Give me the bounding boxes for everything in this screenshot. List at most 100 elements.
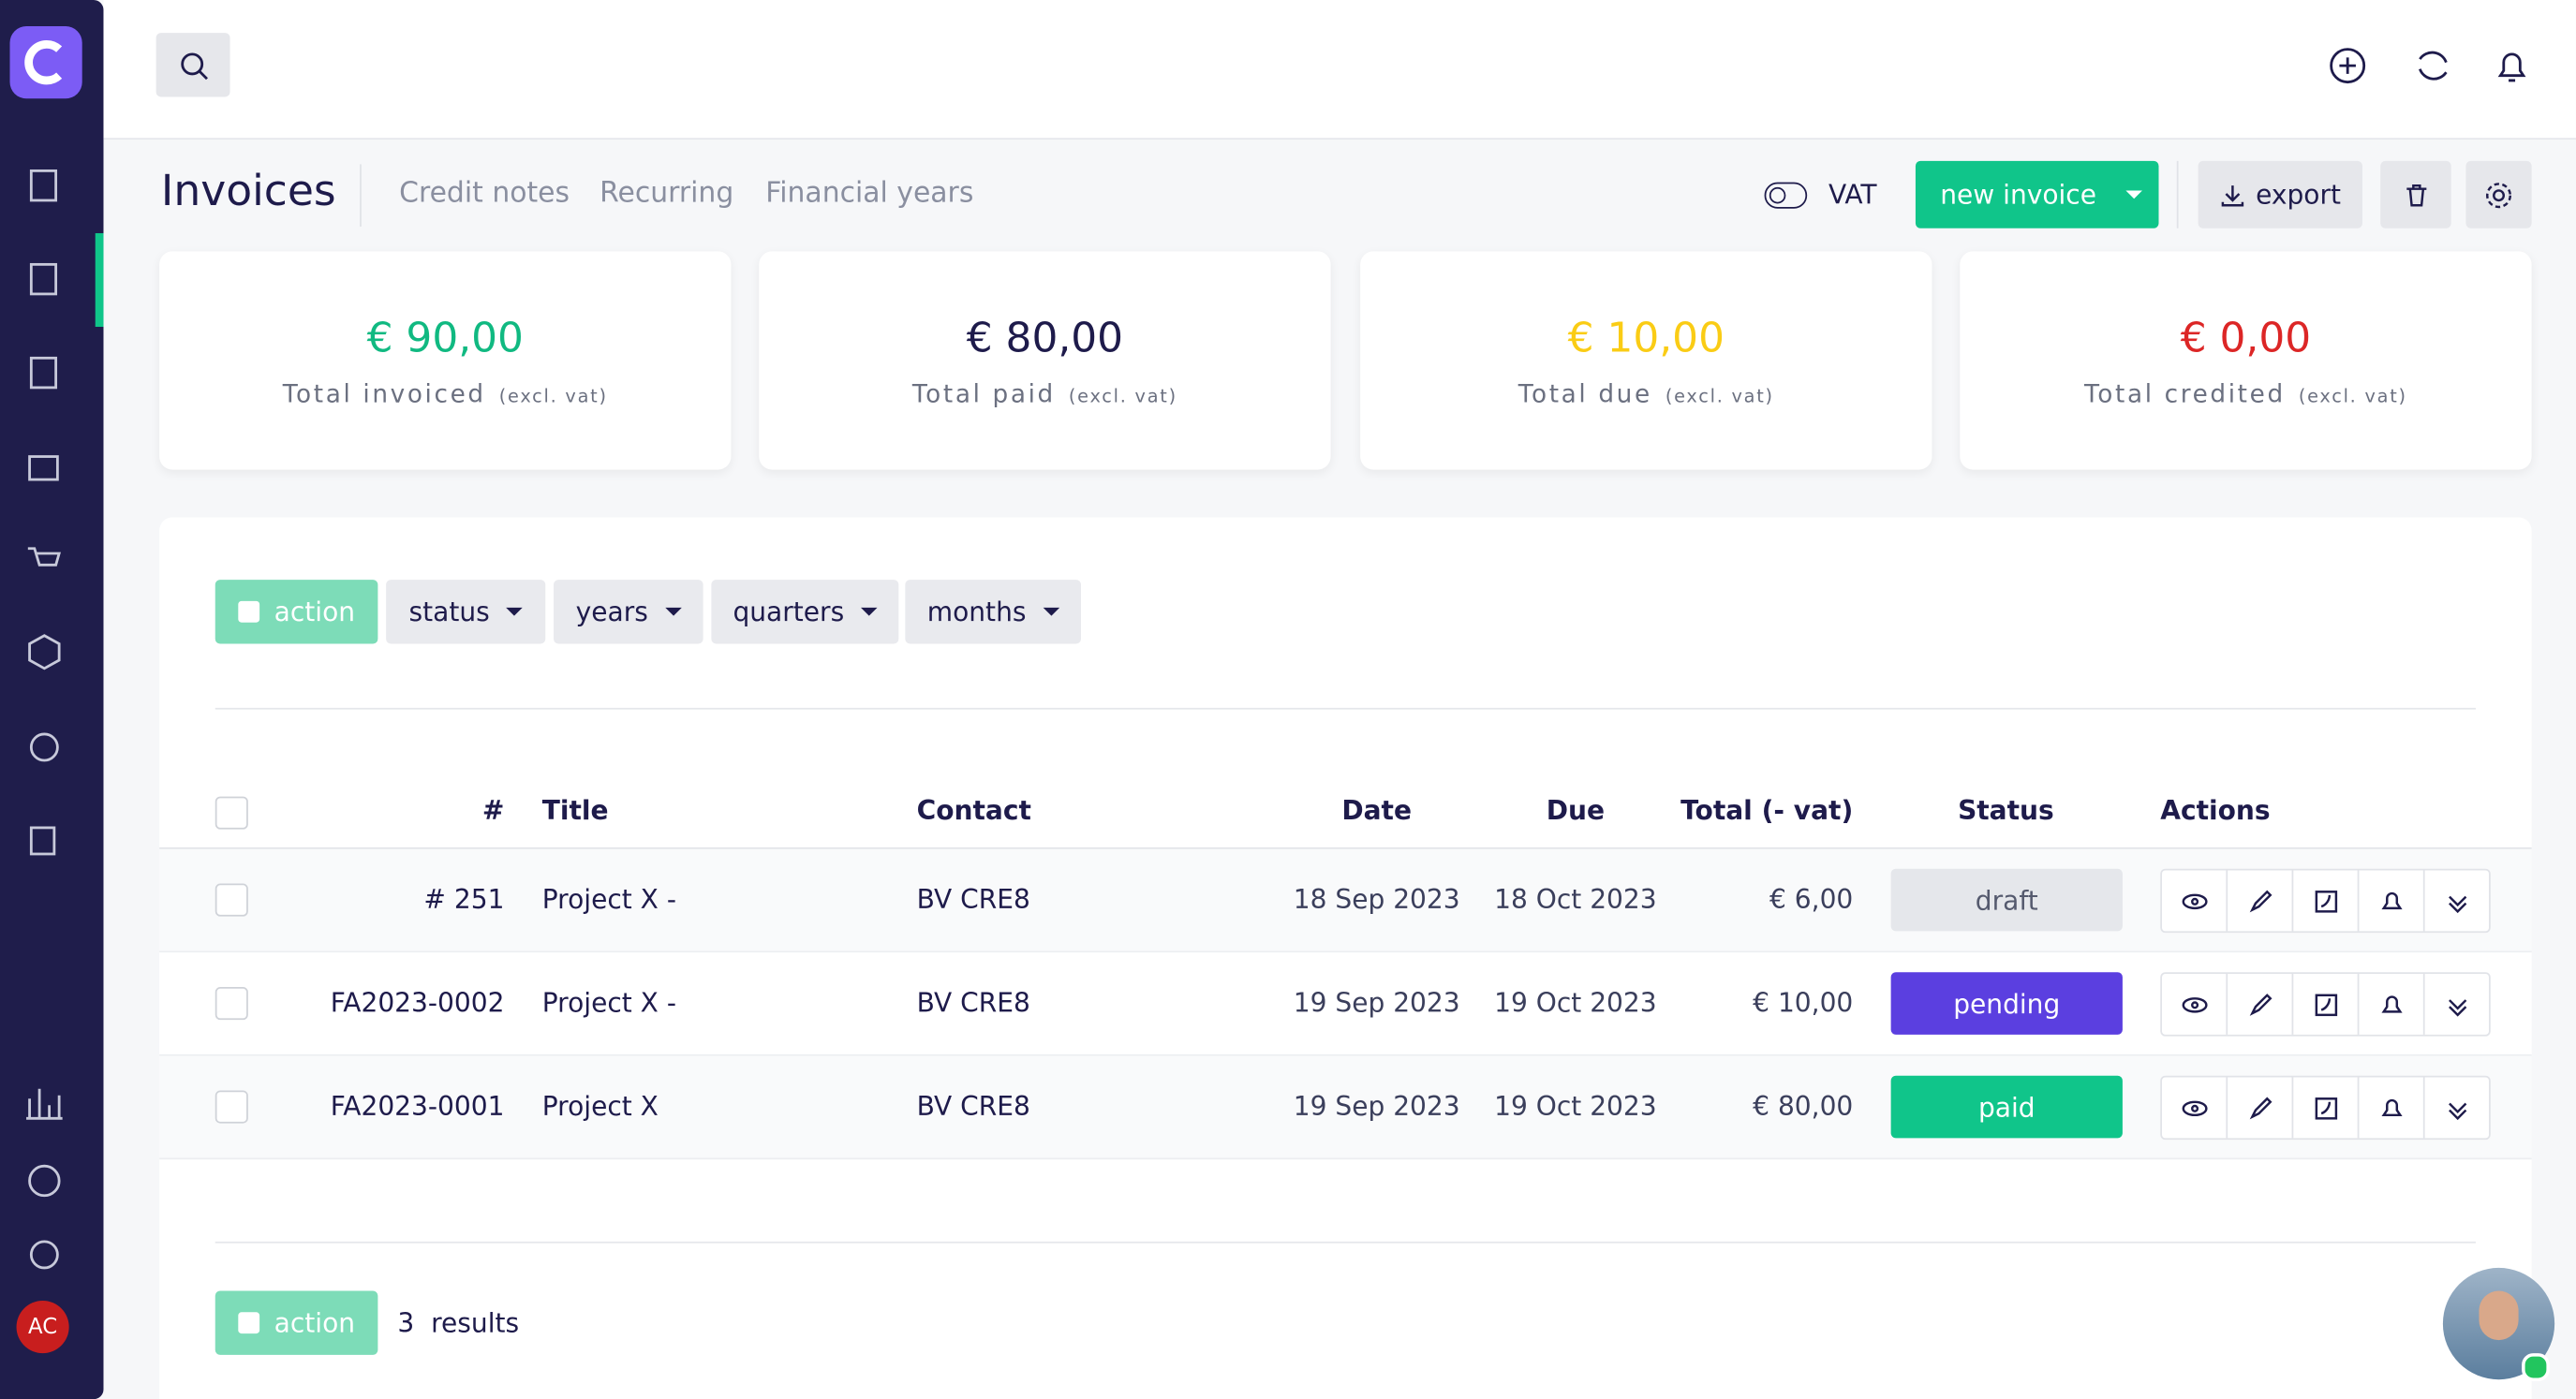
cell-title: Project X - <box>541 987 676 1019</box>
separator <box>215 1241 2476 1244</box>
active-indicator <box>95 233 104 328</box>
filter-label: months <box>926 596 1027 627</box>
stat-label-text: Total due <box>1517 379 1652 409</box>
support-avatar[interactable] <box>2442 1267 2555 1381</box>
action-button[interactable] <box>2228 1077 2294 1139</box>
cell-date: 19 Sep 2023 <box>1293 987 1460 1019</box>
separator <box>215 707 2476 710</box>
action-button[interactable] <box>2293 1077 2360 1139</box>
cell-date: 19 Sep 2023 <box>1293 1090 1460 1122</box>
column-header: Due <box>1546 794 1606 827</box>
filter-button[interactable]: quarters <box>711 580 899 644</box>
row-checkbox[interactable] <box>215 1090 248 1124</box>
new-invoice-button[interactable]: new invoice <box>1915 160 2159 228</box>
status-badge[interactable]: paid <box>1890 1075 2123 1139</box>
action-button[interactable] <box>2359 1077 2425 1139</box>
cell-title: Project X <box>541 1090 659 1122</box>
search-button[interactable] <box>155 33 230 97</box>
footer-action-button[interactable]: action <box>215 1290 378 1355</box>
filter-button[interactable]: months <box>905 580 1082 644</box>
row-checkbox[interactable] <box>215 883 248 917</box>
action-button[interactable] <box>2425 871 2489 932</box>
cell-contact: BV CRE8 <box>916 987 1030 1019</box>
tab[interactable]: Recurring <box>600 177 734 211</box>
filter-button[interactable]: action <box>215 580 378 644</box>
filter-button[interactable]: status <box>386 580 546 644</box>
select-all-checkbox[interactable] <box>215 796 248 830</box>
cell-number: # 251 <box>423 883 505 915</box>
row-actions <box>2160 1075 2491 1141</box>
cell-due: 19 Oct 2023 <box>1494 987 1657 1019</box>
cell-title: Project X - <box>541 883 676 915</box>
settings-button[interactable] <box>2465 160 2532 228</box>
stat-note: (excl. vat) <box>1665 386 1774 407</box>
action-button[interactable] <box>2425 1077 2489 1138</box>
row-actions <box>2160 868 2491 934</box>
status-badge[interactable]: draft <box>1890 868 2123 932</box>
row-actions <box>2160 972 2491 1037</box>
table-row[interactable] <box>159 952 2532 1056</box>
user-avatar[interactable]: AC <box>16 1301 69 1354</box>
column-header: Status <box>1958 794 2054 827</box>
result-count: 3 results <box>397 1307 519 1338</box>
action-button[interactable] <box>2293 870 2360 932</box>
action-button[interactable] <box>2359 974 2425 1035</box>
stat-amount: € 80,00 <box>966 313 1124 361</box>
vat-toggle[interactable] <box>1764 182 1808 209</box>
action-button[interactable] <box>2228 870 2294 932</box>
stat-card: € 0,00 Total credited (excl. vat) <box>1960 251 2532 470</box>
stat-label-text: Total credited <box>2084 379 2286 409</box>
action-button[interactable] <box>2162 974 2228 1035</box>
new-invoice-label: new invoice <box>1940 179 2097 211</box>
count: 3 <box>397 1307 415 1339</box>
export-label: export <box>2256 179 2342 211</box>
stat-label: Total due (excl. vat) <box>1360 379 1932 409</box>
table-row[interactable] <box>159 848 2532 953</box>
filter-label: quarters <box>733 596 845 627</box>
table-row[interactable] <box>159 1055 2532 1160</box>
column-header: Title <box>541 794 609 827</box>
stat-card: € 10,00 Total due (excl. vat) <box>1360 251 1932 470</box>
stat-amount: € 10,00 <box>1567 313 1725 361</box>
action-button[interactable] <box>2162 1077 2228 1139</box>
filter-button[interactable]: years <box>554 580 703 644</box>
cell-total: € 80,00 <box>1753 1090 1854 1122</box>
cell-date: 18 Sep 2023 <box>1293 883 1460 915</box>
export-button[interactable]: export <box>2198 160 2362 228</box>
stat-label: Total paid (excl. vat) <box>759 379 1330 409</box>
divider <box>360 164 362 228</box>
action-button[interactable] <box>2293 974 2360 1035</box>
cell-contact: BV CRE8 <box>916 883 1030 915</box>
action-button[interactable] <box>2425 974 2489 1035</box>
delete-button[interactable] <box>2380 160 2451 228</box>
cell-number: FA2023-0001 <box>330 1090 505 1122</box>
stat-note: (excl. vat) <box>2298 386 2407 407</box>
tab[interactable]: Credit notes <box>399 177 570 211</box>
stat-note: (excl. vat) <box>1068 386 1177 407</box>
nav-icons[interactable] <box>0 148 103 887</box>
cell-due: 19 Oct 2023 <box>1494 1090 1657 1122</box>
stat-label-text: Total invoiced <box>282 379 486 409</box>
filter-label: status <box>408 596 490 627</box>
stat-amount: € 90,00 <box>366 313 524 361</box>
divider <box>2176 160 2179 228</box>
column-header: Total (- vat) <box>1680 794 1854 827</box>
nav-bottom-icons[interactable] <box>0 1076 103 1289</box>
action-button[interactable] <box>2359 870 2425 932</box>
action-button[interactable] <box>2228 974 2294 1035</box>
vat-label: VAT <box>1828 179 1877 211</box>
status-badge[interactable]: pending <box>1890 972 2123 1035</box>
cell-total: € 6,00 <box>1769 883 1854 915</box>
column-header: Contact <box>916 794 1031 827</box>
tab[interactable]: Financial years <box>765 177 974 211</box>
topbar <box>103 0 2576 140</box>
top-icons[interactable] <box>2321 43 2535 89</box>
column-header: Actions <box>2160 794 2271 827</box>
column-header: # <box>481 794 505 827</box>
cell-number: FA2023-0002 <box>330 987 505 1019</box>
action-button[interactable] <box>2162 870 2228 932</box>
row-checkbox[interactable] <box>215 987 248 1021</box>
logo[interactable] <box>9 26 82 99</box>
